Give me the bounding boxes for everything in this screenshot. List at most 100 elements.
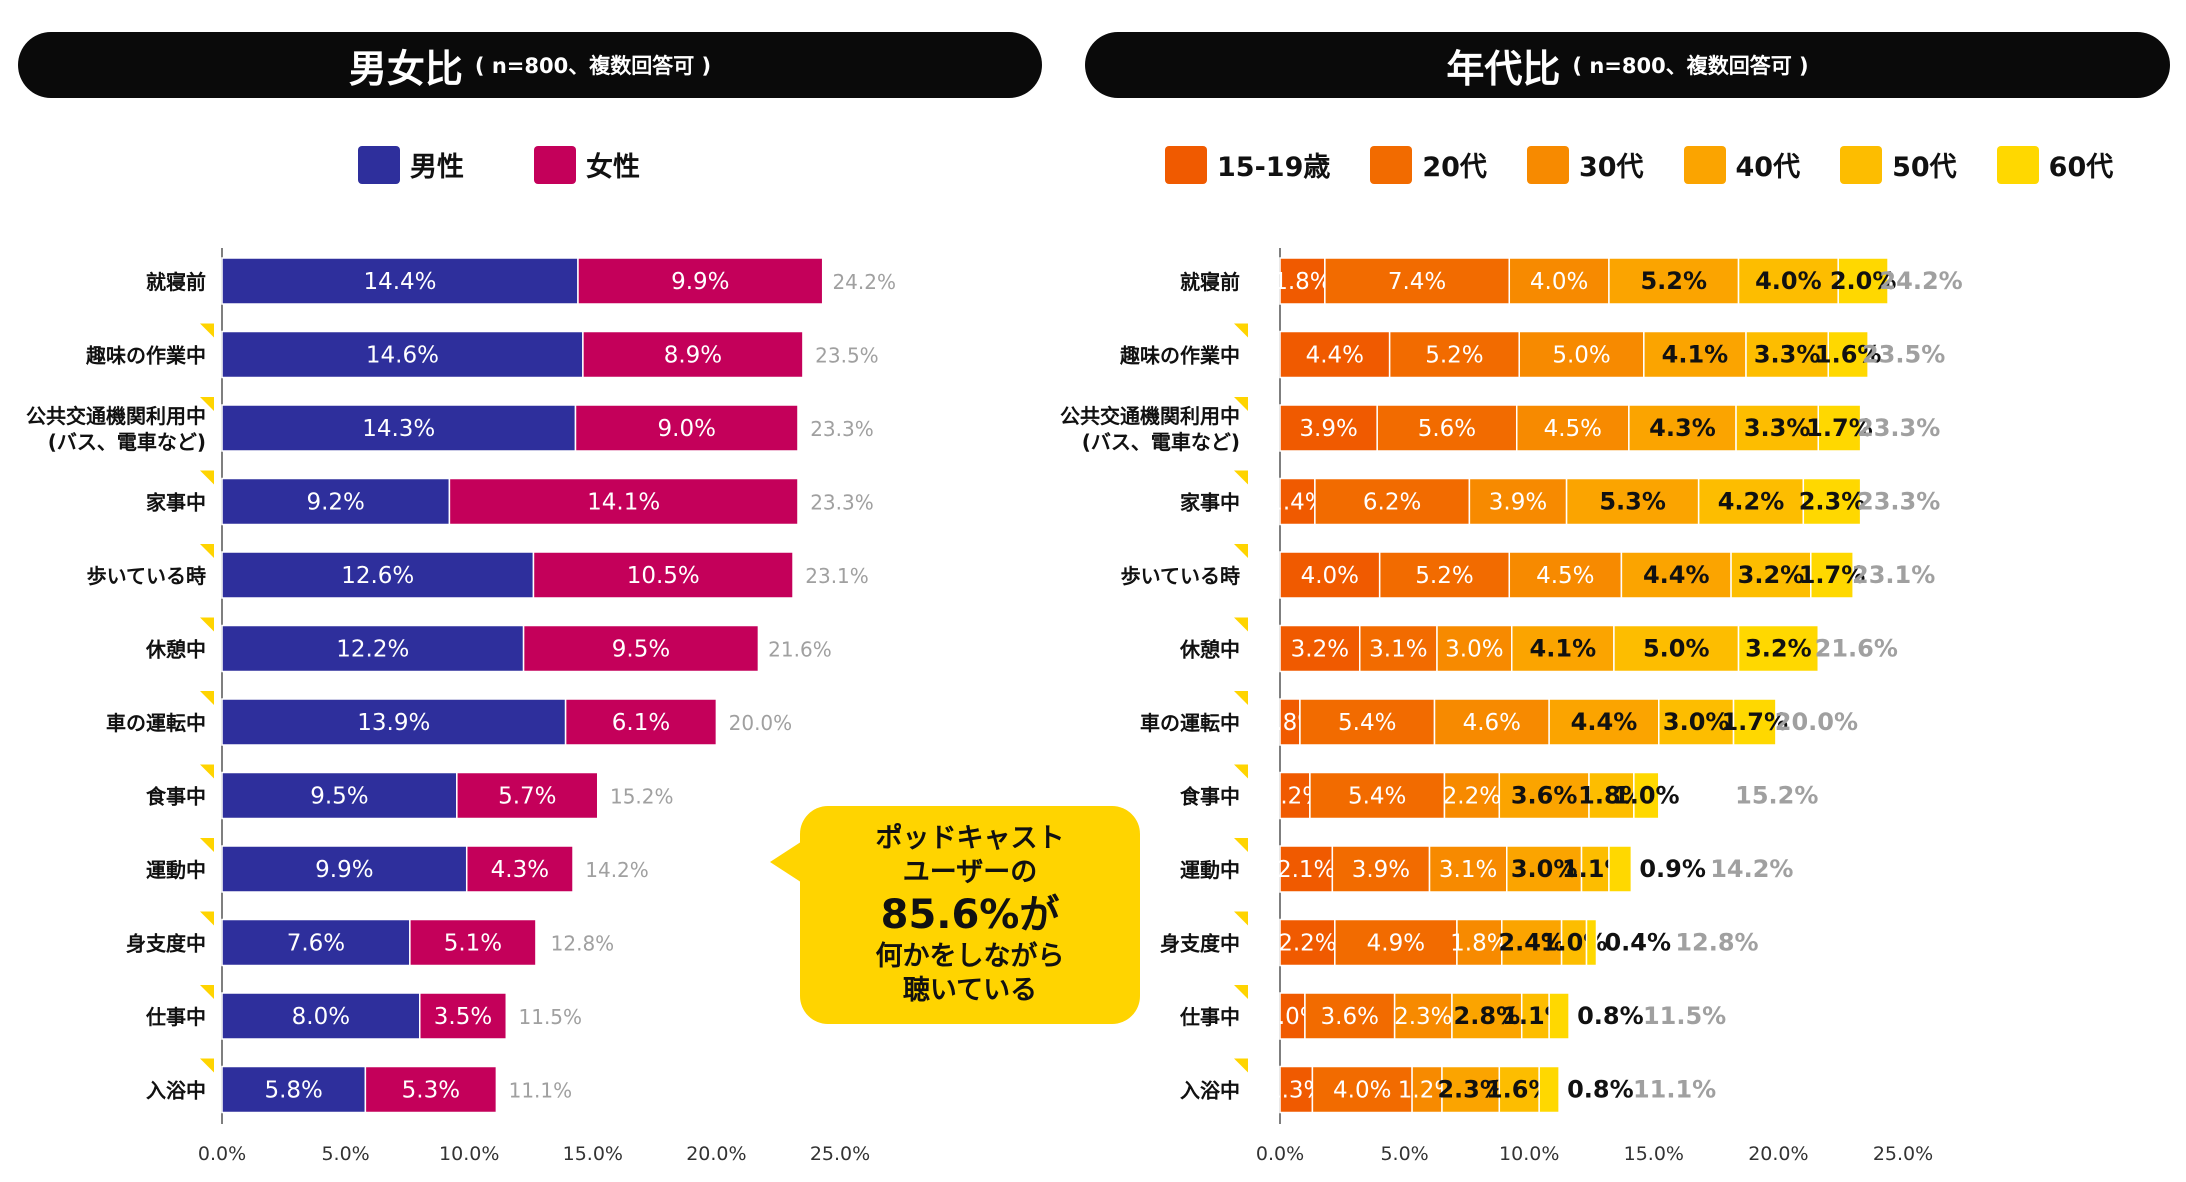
age-bar-segment bbox=[1411, 1065, 1443, 1114]
age-bar-value-label: 4.5% bbox=[1544, 416, 1602, 442]
age-bar-segment bbox=[1331, 845, 1431, 893]
legend-label-female: 女性 bbox=[586, 152, 640, 183]
age-bar-value-label: 5.2% bbox=[1415, 563, 1473, 589]
gender-category-marker bbox=[200, 764, 214, 779]
age-bar-value-label: 2.3% bbox=[1799, 488, 1866, 516]
age-x-tick-label: 25.0% bbox=[1873, 1143, 1933, 1165]
gender-bar-value-label: 5.8% bbox=[264, 1078, 322, 1104]
gender-bar-value-label: 8.9% bbox=[664, 343, 722, 369]
gender-bar-segment bbox=[221, 918, 411, 967]
age-bar-value-label: 1.0% bbox=[1613, 782, 1680, 810]
age-bar-segment bbox=[1737, 257, 1839, 305]
gender-x-tick-label: 25.0% bbox=[810, 1143, 870, 1165]
gender-category-marker bbox=[200, 1058, 214, 1073]
gender-category-label: 就寝前 bbox=[146, 270, 206, 294]
legend-item-20s: 20代 bbox=[1370, 145, 1487, 184]
gender-category-label-line: 歩いている時 bbox=[87, 564, 206, 588]
gender-category-marker bbox=[200, 323, 214, 338]
age-category-label: 家事中 bbox=[1180, 491, 1240, 515]
age-category-marker bbox=[1234, 764, 1248, 779]
age-category-label-line: 入浴中 bbox=[1180, 1079, 1240, 1103]
gender-category-marker bbox=[200, 985, 214, 999]
age-bar-segment bbox=[1837, 257, 1889, 305]
legend-label-20s: 20代 bbox=[1422, 152, 1487, 183]
age-bar-segment bbox=[1613, 624, 1740, 673]
age-x-tick-label: 15.0% bbox=[1624, 1143, 1684, 1165]
age-bar-value-label: 0.8% bbox=[1577, 1002, 1644, 1030]
age-panel-subtitle: ( n=800、複数回答可 ) bbox=[1572, 54, 1809, 78]
legend-swatch-40s bbox=[1683, 145, 1726, 184]
age-bar-segment bbox=[1827, 330, 1869, 379]
gender-bar-segment bbox=[448, 477, 799, 526]
age-bar-segment bbox=[1810, 551, 1854, 599]
age-x-tick-label: 0.0% bbox=[1256, 1143, 1304, 1165]
age-bar-value-label: 2.3% bbox=[1437, 1076, 1504, 1104]
age-bar-segment bbox=[1279, 624, 1361, 673]
age-total-label: 21.6% bbox=[1815, 635, 1898, 663]
age-bar-value-label: 2.3% bbox=[1394, 1004, 1452, 1030]
age-bar-value-label: 2.8% bbox=[1454, 1002, 1521, 1030]
gender-category-label-line: 公共交通機関利用中 bbox=[26, 404, 206, 428]
age-bar-segment bbox=[1515, 404, 1630, 452]
age-bar-value-label: 1.0% bbox=[1541, 929, 1608, 957]
gender-category-label-line: 趣味の作業中 bbox=[85, 344, 206, 368]
age-bar-segment bbox=[1608, 845, 1633, 893]
age-category-label-line: 車の運転中 bbox=[1140, 711, 1240, 735]
age-bar-segment bbox=[1560, 918, 1588, 967]
age-bar-value-label: 4.3% bbox=[1649, 414, 1716, 442]
age-category-label-line: 食事中 bbox=[1180, 785, 1240, 809]
age-bar-segment bbox=[1620, 551, 1732, 599]
age-bar-segment bbox=[1279, 845, 1334, 893]
legend-label-15-19: 15-19歳 bbox=[1217, 152, 1331, 183]
callout-bubble: ポッドキャスト ユーザーの 85.6%が 何かをしながら 聴いている bbox=[800, 806, 1140, 1024]
age-bar-value-label: 2.2% bbox=[1278, 931, 1336, 957]
age-total-label: 15.2% bbox=[1735, 782, 1818, 810]
age-category-label: 仕事中 bbox=[1179, 1005, 1240, 1029]
age-bar-value-label: 3.6% bbox=[1321, 1004, 1379, 1030]
legend-item-female: 女性 bbox=[534, 145, 640, 184]
gender-category-label: 身支度中 bbox=[126, 932, 206, 956]
age-bar-segment bbox=[1279, 404, 1378, 452]
age-bar-segment bbox=[1737, 624, 1820, 673]
gender-category-marker bbox=[200, 838, 214, 852]
age-bar-segment bbox=[1393, 992, 1453, 1040]
age-bar-segment bbox=[1279, 1065, 1314, 1114]
gender-legend: 男性 女性 bbox=[358, 145, 680, 184]
gender-bar-value-label: 14.1% bbox=[587, 490, 660, 516]
gender-bar-segment bbox=[456, 771, 599, 820]
age-total-label: 24.2% bbox=[1879, 267, 1962, 295]
age-bar-value-label: 4.4% bbox=[1643, 561, 1710, 589]
age-bar-value-label: 1.8% bbox=[1273, 269, 1331, 295]
age-bar-segment bbox=[1279, 918, 1336, 967]
legend-item-40s: 40代 bbox=[1683, 145, 1800, 184]
gender-total-label: 21.6% bbox=[768, 638, 832, 662]
age-bar-value-label: 1.7% bbox=[1806, 414, 1873, 442]
legend-item-60s: 60代 bbox=[1996, 145, 2113, 184]
age-bar-value-label: 5.3% bbox=[1599, 488, 1666, 516]
age-total-label: 11.1% bbox=[1633, 1076, 1716, 1104]
age-bar-segment bbox=[1548, 698, 1660, 746]
callout-line-5: 聴いている bbox=[902, 975, 1038, 1006]
age-bar-value-label: 3.3% bbox=[1744, 414, 1811, 442]
gender-category-label: 運動中 bbox=[146, 858, 206, 882]
age-bar-value-label: 5.6% bbox=[1418, 416, 1476, 442]
age-bar-segment bbox=[1279, 477, 1316, 526]
age-bar-segment bbox=[1730, 551, 1812, 599]
age-category-label: 運動中 bbox=[1180, 858, 1240, 882]
age-bar-segment bbox=[1436, 624, 1513, 673]
age-bar-segment bbox=[1511, 624, 1615, 673]
gender-bar-value-label: 9.9% bbox=[671, 269, 729, 295]
age-bar-value-label: 1.8% bbox=[1450, 931, 1508, 957]
gender-category-label-line: 仕事中 bbox=[145, 1005, 206, 1029]
gender-bar-value-label: 7.6% bbox=[287, 931, 345, 957]
gender-bar-value-label: 9.9% bbox=[315, 857, 373, 883]
age-bar-segment bbox=[1508, 551, 1623, 599]
gender-total-label: 23.3% bbox=[810, 491, 874, 515]
age-bar-segment bbox=[1520, 992, 1550, 1040]
age-bar-value-label: 2.4% bbox=[1498, 929, 1565, 957]
gender-bar-segment bbox=[532, 551, 794, 599]
age-category-label-line: 就寝前 bbox=[1180, 270, 1240, 294]
gender-category-label: 家事中 bbox=[146, 491, 206, 515]
gender-category-label: 公共交通機関利用中(バス、電車など) bbox=[26, 404, 206, 454]
age-bar-segment bbox=[1735, 404, 1820, 452]
